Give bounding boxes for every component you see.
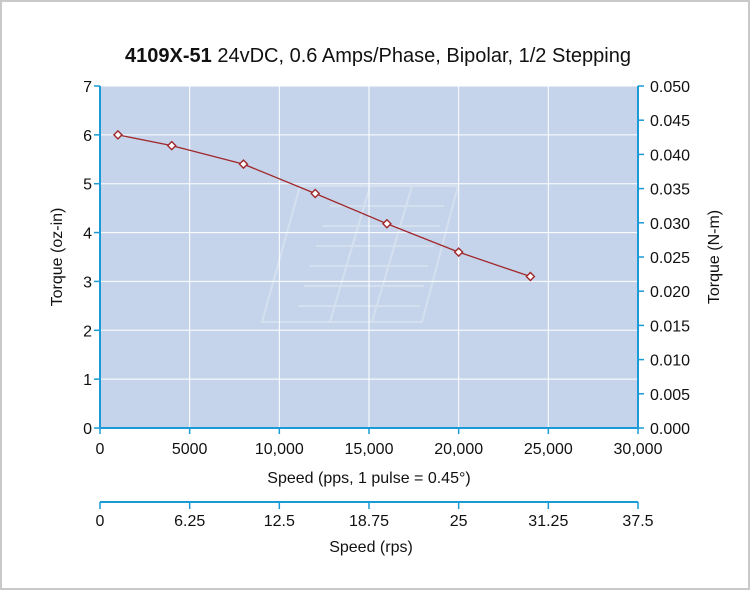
data-point-marker	[238, 159, 249, 170]
y-right-tick-label: 0.040	[650, 147, 690, 164]
rps-tick-label: 25	[450, 513, 468, 530]
x-tick-label: 25,000	[524, 441, 573, 458]
data-point-marker	[112, 129, 123, 140]
y-right-tick-label: 0.025	[650, 250, 690, 267]
y-tick-label: 3	[83, 274, 92, 291]
x-tick-label: 20,000	[434, 441, 483, 458]
y-right-tick-label: 0.005	[650, 387, 690, 404]
y-axis-label-right: Torque (N-m)	[706, 210, 723, 304]
watermark-stroke	[371, 185, 413, 323]
x-axis-label: Speed (pps, 1 pulse = 0.45°)	[267, 470, 470, 487]
watermark-stroke	[329, 185, 371, 323]
data-point-marker	[381, 218, 392, 229]
y-tick-label: 4	[83, 226, 92, 243]
x-tick-label: 15,000	[345, 441, 394, 458]
watermark-stroke	[260, 185, 460, 323]
rps-tick-label: 18.75	[349, 513, 389, 530]
y-right-tick-label: 0.030	[650, 216, 690, 233]
x-tick-label: 0	[96, 441, 105, 458]
data-point-marker	[525, 271, 536, 282]
y-right-tick-label: 0.050	[650, 79, 690, 96]
y-right-tick-label: 0.020	[650, 284, 690, 301]
data-point-marker	[310, 188, 321, 199]
rps-tick-label: 37.5	[622, 513, 653, 530]
y-tick-label: 5	[83, 177, 92, 194]
y-right-tick-label: 0.010	[650, 353, 690, 370]
y-tick-label: 7	[83, 79, 92, 96]
chart-title-model: 4109X-51	[125, 45, 212, 67]
x-tick-label: 5000	[172, 441, 208, 458]
chart-title-spec: 24vDC, 0.6 Amps/Phase, Bipolar, 1/2 Step…	[212, 45, 631, 67]
y-right-tick-label: 0.035	[650, 182, 690, 199]
x-tick-label: 30,000	[614, 441, 663, 458]
y-right-tick-label: 0.000	[650, 421, 690, 438]
y-tick-label: 1	[83, 372, 92, 389]
y-tick-label: 6	[83, 128, 92, 145]
data-point-marker	[166, 140, 177, 151]
data-point-marker	[453, 247, 464, 258]
rps-tick-label: 0	[96, 513, 105, 530]
y-right-tick-label: 0.015	[650, 318, 690, 335]
rps-tick-label: 6.25	[174, 513, 205, 530]
y-right-tick-label: 0.045	[650, 113, 690, 130]
y-tick-label: 2	[83, 323, 92, 340]
rps-tick-label: 31.25	[528, 513, 568, 530]
x-tick-label: 10,000	[255, 441, 304, 458]
rps-tick-label: 12.5	[264, 513, 295, 530]
y-tick-label: 0	[83, 421, 92, 438]
rps-axis-label: Speed (rps)	[329, 539, 413, 556]
chart-title: 4109X-51 24vDC, 0.6 Amps/Phase, Bipolar,…	[125, 45, 631, 67]
watermark-logo	[260, 185, 460, 323]
y-axis-label-left: Torque (oz-in)	[49, 208, 66, 307]
